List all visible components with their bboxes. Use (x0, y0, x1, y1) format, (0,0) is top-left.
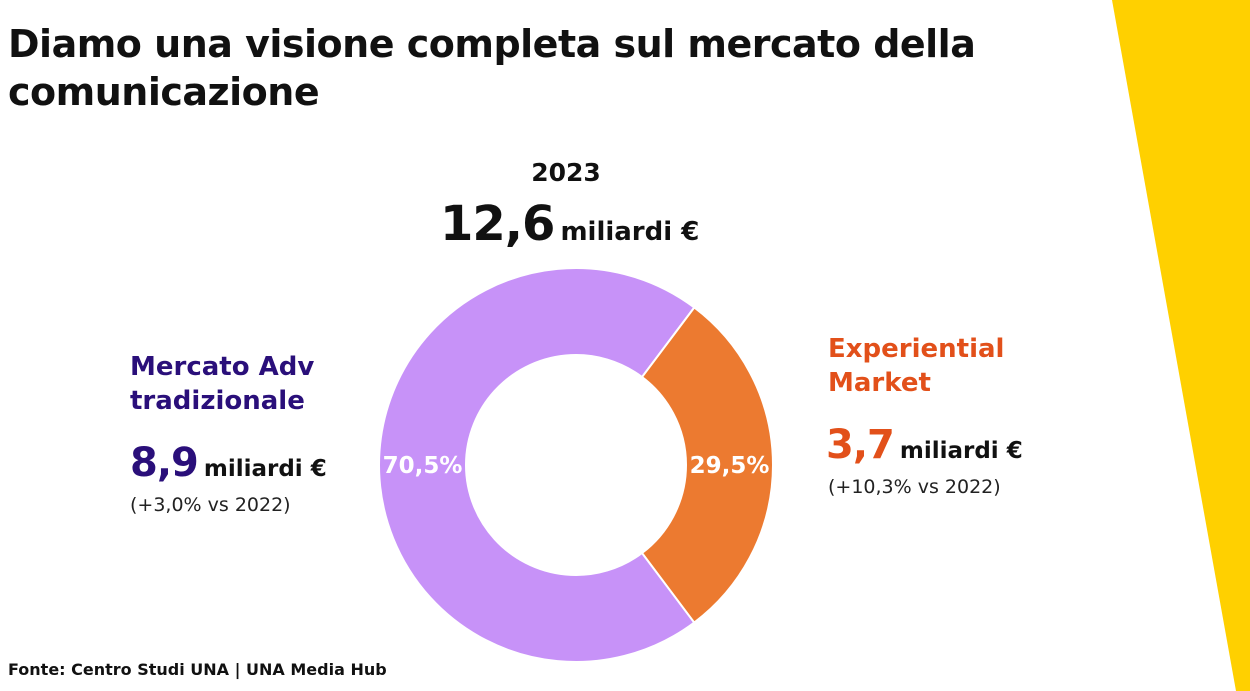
total-unit: miliardi € (560, 217, 700, 247)
traditional-market-value: 8,9 (130, 440, 199, 486)
page-title: Diamo una visione completa sul mercato d… (8, 22, 976, 114)
total-market: 12,6 miliardi € (440, 196, 699, 252)
chart-year: 2023 (531, 158, 601, 187)
yellow-accent-shape (1112, 0, 1250, 691)
source-note: Fonte: Centro Studi UNA | UNA Media Hub (8, 660, 387, 679)
experiential-market-change: (+10,3% vs 2022) (828, 476, 1001, 498)
experiential-market-label: Experiential Market (828, 334, 1005, 398)
experiential-market-value: 3,7 (826, 422, 895, 468)
experiential-market-unit: miliardi € (899, 438, 1023, 464)
traditional-market-unit: miliardi € (203, 456, 327, 482)
traditional-market-change: (+3,0% vs 2022) (130, 494, 291, 516)
donut-slice-experiential (640, 306, 774, 624)
donut-slice-traditional (378, 267, 696, 663)
traditional-market-amount: 8,9 miliardi € (130, 440, 327, 486)
slice-label-experiential: 29,5% (690, 453, 770, 479)
total-value: 12,6 (440, 196, 555, 252)
traditional-market-label: Mercato Adv tradizionale (130, 352, 315, 416)
experiential-market-amount: 3,7 miliardi € (826, 422, 1023, 468)
slice-label-traditional: 70,5% (383, 453, 463, 479)
